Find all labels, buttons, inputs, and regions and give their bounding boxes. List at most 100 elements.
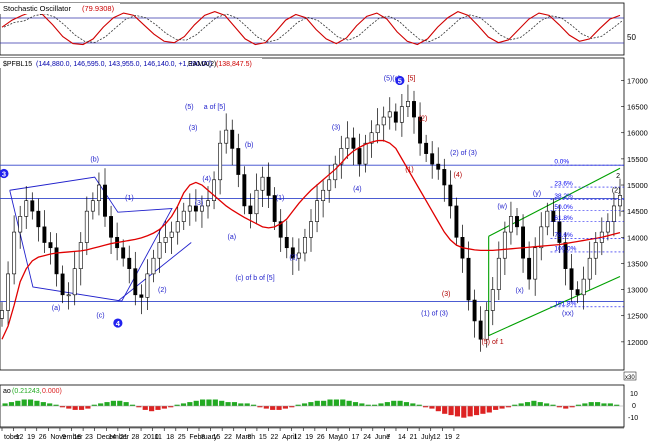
ao-bar <box>15 400 21 406</box>
candle-body <box>581 278 586 296</box>
ao-bar <box>206 399 212 406</box>
x-tick-label: 23 <box>85 434 93 441</box>
wave-label: (5) of 1 <box>481 339 503 346</box>
candle-body <box>315 200 320 222</box>
price-ytick-label: 16500 <box>627 103 648 112</box>
ao-bar <box>85 406 91 409</box>
candle-body <box>42 226 47 243</box>
wave-label: a of [5] <box>204 104 225 111</box>
candle-body <box>175 221 180 233</box>
ao-panel[interactable]: ao (0.21243, 0.000) 10 0 -10 <box>0 384 638 428</box>
wave-label: (3) <box>442 291 451 298</box>
candle-body <box>139 294 144 298</box>
x-tick-label: November <box>50 434 83 441</box>
ao-bar <box>582 403 588 406</box>
price-panel[interactable]: 0.0% 23.6% 38.2% 50.0% 61.8% 78.6% 100.0% 161.8… <box>0 57 648 381</box>
zoom-icon[interactable]: x30 <box>625 375 635 381</box>
candle-body <box>569 268 574 290</box>
x-tick-label: 26 <box>39 434 47 441</box>
ma-value: (138,847.5) <box>216 61 252 68</box>
ao-bar <box>2 403 8 406</box>
ao-bar <box>442 406 448 414</box>
wave-label-circle: 3 <box>2 170 6 179</box>
zoom-box[interactable] <box>623 371 637 381</box>
price-ytick-label: 14000 <box>627 233 648 242</box>
x-tick-label: 12 <box>294 434 302 441</box>
price-ytick-label: 16000 <box>627 129 648 138</box>
wave-circle-marker <box>113 318 123 328</box>
x-tick-label: 21 <box>410 434 418 441</box>
stochastic-k-line[interactable] <box>1 11 621 46</box>
candle-body <box>103 184 107 217</box>
candle-body <box>133 268 138 296</box>
ao-bar <box>588 402 594 406</box>
ao-bar <box>505 406 511 408</box>
wave-label: (a) <box>52 305 61 312</box>
candle-body <box>605 221 610 233</box>
ao-bar <box>429 406 435 409</box>
ao-bar <box>53 404 59 406</box>
wave-label: (w) <box>497 204 507 211</box>
ao-bar <box>333 399 339 406</box>
x-tick-label: 7 <box>386 434 390 441</box>
ao-bar <box>384 402 390 406</box>
ao-bar <box>123 402 129 406</box>
wave-label: (c) of b of [5] <box>235 275 274 282</box>
ao-bar <box>91 404 97 406</box>
candle-body <box>309 221 313 238</box>
ao-bar <box>327 399 333 406</box>
ao-bar <box>78 406 85 410</box>
candle-body <box>333 163 338 181</box>
ao-bar <box>365 404 371 406</box>
ao-bar <box>422 406 429 408</box>
wave-circle-marker <box>0 168 9 179</box>
x-tick-label: 15 <box>259 434 267 441</box>
candle-body <box>436 163 441 170</box>
ao-bar <box>614 404 620 406</box>
lower-channel-line[interactable] <box>488 276 621 337</box>
ao-value-2: 0.000) <box>42 388 62 395</box>
ao-bar <box>346 400 352 406</box>
wave-label: (2) <box>419 116 428 123</box>
ao-bar <box>27 399 34 406</box>
candle-body <box>515 216 519 228</box>
candle-body <box>551 210 556 222</box>
wave-label: (1) of (3) <box>421 311 448 318</box>
candle-body <box>533 247 538 280</box>
triangle-pattern[interactable] <box>9 176 173 302</box>
x-tick-label: tober <box>4 434 21 441</box>
candle-body <box>145 273 150 298</box>
ao-bar <box>512 404 518 406</box>
stochastic-panel[interactable]: Stochastic Oscillator (79.9308) 50 <box>0 2 636 56</box>
price-label-bg <box>0 58 262 68</box>
candle-body <box>345 137 350 149</box>
ao-bar <box>276 406 282 410</box>
candle-body <box>127 257 132 269</box>
wave-label: (2) <box>289 254 298 261</box>
moving-average-line[interactable] <box>1 139 621 340</box>
ao-bar <box>47 403 53 406</box>
ao-bar <box>8 402 15 406</box>
stochastic-d-line[interactable] <box>3 13 623 43</box>
wave-label: (2) <box>612 187 621 194</box>
ao-bar <box>391 400 397 406</box>
candle-body <box>266 176 271 196</box>
candle-body <box>60 273 65 296</box>
candle-body <box>593 242 598 259</box>
x-tick-label: 11 <box>155 434 162 441</box>
wave-label: (b) <box>90 156 99 163</box>
candle-body <box>363 142 368 165</box>
candle-body <box>24 200 29 217</box>
ao-bar <box>461 406 467 418</box>
ao-bar <box>174 404 180 406</box>
x-tick-label: 14 <box>108 434 116 441</box>
wave-label: (xx) <box>562 311 574 318</box>
ao-bar <box>250 404 257 406</box>
candle-body <box>121 247 126 259</box>
fib-level-label: 61.8% <box>554 215 573 222</box>
ao-bar <box>340 399 346 406</box>
ao-bar <box>416 404 422 406</box>
candle-body <box>230 129 235 149</box>
candle-body <box>539 226 544 249</box>
candle-body <box>236 148 241 175</box>
